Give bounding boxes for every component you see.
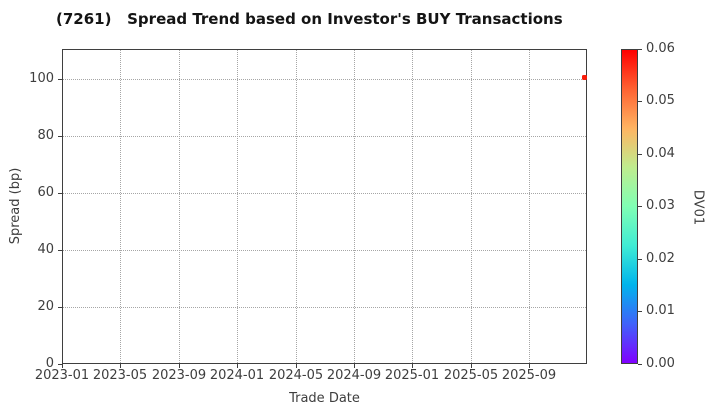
x-tick-label: 2025-05 — [443, 368, 499, 383]
plot-area — [62, 49, 587, 364]
x-tick-label: 2024-05 — [268, 368, 324, 383]
colorbar-tick-label: 0.02 — [646, 251, 675, 266]
gridline-horizontal — [63, 79, 586, 80]
gridline-horizontal — [63, 136, 586, 137]
y-tick-label: 20 — [37, 299, 54, 314]
x-tick-label: 2023-05 — [92, 368, 148, 383]
gridline-vertical — [412, 50, 413, 363]
colorbar-tick-label: 0.03 — [646, 198, 675, 213]
x-tick-mark — [354, 364, 355, 368]
gridline-vertical — [237, 50, 238, 363]
gridline-vertical — [354, 50, 355, 363]
colorbar-tick-mark — [638, 311, 642, 312]
gridline-vertical — [120, 50, 121, 363]
colorbar-tick-label: 0.04 — [646, 146, 675, 161]
x-tick-label: 2024-01 — [209, 368, 265, 383]
x-tick-label: 2023-01 — [34, 368, 90, 383]
colorbar-tick-label: 0.00 — [646, 356, 675, 371]
x-tick-mark — [529, 364, 530, 368]
colorbar-tick-mark — [638, 49, 642, 50]
colorbar-tick-mark — [638, 364, 642, 365]
y-tick-mark — [58, 79, 62, 80]
y-tick-mark — [58, 364, 62, 365]
colorbar-tick-mark — [638, 206, 642, 207]
x-axis-title: Trade Date — [289, 391, 360, 406]
colorbar-tick-label: 0.05 — [646, 93, 675, 108]
colorbar-tick-mark — [638, 154, 642, 155]
y-tick-mark — [58, 307, 62, 308]
y-tick-label: 0 — [45, 356, 54, 371]
gridline-vertical — [179, 50, 180, 363]
gridline-vertical — [471, 50, 472, 363]
x-tick-mark — [296, 364, 297, 368]
colorbar-title: DV01 — [690, 189, 706, 226]
y-tick-label: 80 — [37, 128, 54, 143]
y-tick-mark — [58, 136, 62, 137]
data-point — [582, 75, 587, 80]
x-tick-label: 2025-09 — [501, 368, 557, 383]
colorbar-tick-label: 0.06 — [646, 41, 675, 56]
y-tick-label: 60 — [37, 185, 54, 200]
y-tick-mark — [58, 250, 62, 251]
colorbar-tick-mark — [638, 101, 642, 102]
gridline-vertical — [296, 50, 297, 363]
x-tick-mark — [62, 364, 63, 368]
y-tick-label: 40 — [37, 242, 54, 257]
colorbar-tick-mark — [638, 259, 642, 260]
gridline-vertical — [529, 50, 530, 363]
x-tick-label: 2025-01 — [384, 368, 440, 383]
gridline-horizontal — [63, 307, 586, 308]
colorbar-tick-label: 0.01 — [646, 303, 675, 318]
x-tick-mark — [412, 364, 413, 368]
x-tick-mark — [120, 364, 121, 368]
y-axis-title: Spread (bp) — [8, 167, 23, 245]
gridline-horizontal — [63, 250, 586, 251]
x-tick-mark — [179, 364, 180, 368]
chart-title: (7261) Spread Trend based on Investor's … — [56, 10, 563, 28]
x-tick-mark — [237, 364, 238, 368]
x-tick-mark — [471, 364, 472, 368]
x-tick-label: 2024-09 — [326, 368, 382, 383]
y-tick-label: 100 — [29, 71, 54, 86]
gridline-horizontal — [63, 193, 586, 194]
colorbar — [621, 49, 638, 364]
y-tick-mark — [58, 193, 62, 194]
x-tick-label: 2023-09 — [151, 368, 207, 383]
